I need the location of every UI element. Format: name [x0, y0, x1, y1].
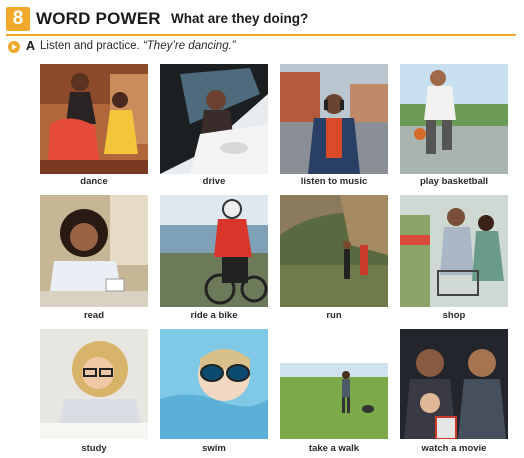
- caption-watch-a-movie: watch a movie: [421, 443, 487, 454]
- photo-play-basketball: [400, 64, 508, 174]
- caption-ride-a-bike: ride a bike: [190, 310, 238, 321]
- photo-shop: [400, 195, 508, 307]
- caption-dance: dance: [80, 176, 108, 187]
- photo-study: [40, 329, 148, 439]
- caption-play-basketball: play basketball: [419, 176, 489, 187]
- photo-dance: [40, 64, 148, 174]
- section-number-badge: 8: [6, 7, 30, 31]
- exercise-letter: A: [26, 39, 36, 53]
- caption-swim: swim: [202, 443, 226, 454]
- instruction-text: Listen and practice.: [40, 40, 140, 52]
- caption-run: run: [326, 310, 342, 321]
- photo-swim: [160, 329, 268, 439]
- caption-study: study: [81, 443, 107, 454]
- photo-read: [40, 195, 148, 307]
- header-divider: [6, 34, 516, 36]
- caption-drive: drive: [202, 176, 226, 187]
- caption-take-a-walk: take a walk: [308, 443, 360, 454]
- photo-drive: [160, 64, 268, 174]
- photo-run: [280, 195, 388, 307]
- caption-listen-to-music: listen to music: [300, 176, 368, 187]
- section-subtitle: What are they doing?: [171, 11, 309, 26]
- exercise-text: Listen and practice. “They’re dancing.”: [40, 40, 236, 52]
- audio-play-icon[interactable]: [8, 41, 20, 53]
- section-header: 8 WORD POWER What are they doing?: [6, 5, 516, 36]
- photo-ride-a-bike: [160, 195, 268, 307]
- photo-take-a-walk: [280, 363, 388, 439]
- section-title: WORD POWER: [36, 9, 161, 28]
- photo-watch-a-movie: [400, 329, 508, 439]
- caption-shop: shop: [442, 310, 466, 321]
- example-sentence: “They’re dancing.”: [142, 40, 236, 52]
- caption-read: read: [83, 310, 105, 321]
- photo-listen-to-music: [280, 64, 388, 174]
